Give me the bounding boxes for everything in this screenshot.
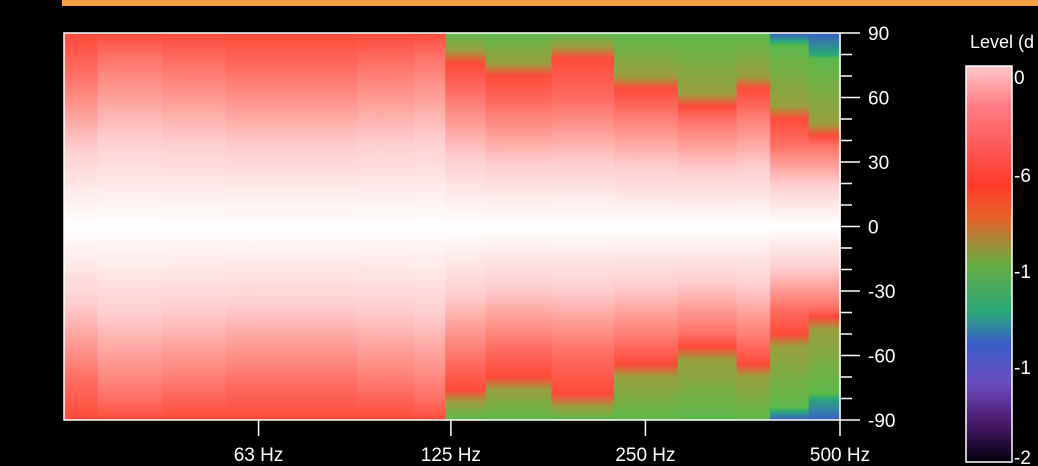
x-tick-label: 125 Hz [421, 445, 481, 466]
x-tick-label: 500 Hz [810, 445, 870, 466]
heatmap-column [614, 33, 679, 420]
heatmap-column [97, 33, 164, 420]
colorbar-tick-label: 0 [1014, 68, 1025, 89]
x-tick-label: 63 Hz [234, 445, 284, 466]
y-tick-label: 90 [868, 24, 889, 45]
heatmap-column [292, 33, 358, 420]
heatmap-area [64, 33, 841, 420]
heatmap-column [808, 33, 841, 420]
y-tick-label: -60 [868, 347, 895, 368]
y-tick-label: 30 [868, 153, 889, 174]
colorbar-tick-label: -1 [1014, 262, 1031, 283]
y-tick-label: -30 [868, 282, 895, 303]
colorbar-tick-label: -2 [1014, 448, 1031, 466]
heatmap-column [736, 33, 771, 420]
heatmap-column [162, 33, 227, 420]
x-tick-label: 250 Hz [615, 445, 675, 466]
heatmap-column [677, 33, 738, 420]
colorbar-title: Level (d [970, 32, 1034, 52]
y-tick-label: -90 [868, 411, 895, 432]
x-axis: 63 Hz 125 Hz 250 Hz 500 Hz [234, 420, 870, 466]
y-tick-label: 60 [868, 89, 889, 110]
heatmap-column [356, 33, 415, 420]
colorbar: Level (d 0 -6 -1 -1 -2 [965, 32, 1034, 466]
colorbar-tick-label: -1 [1014, 358, 1031, 379]
heatmap-column [226, 33, 293, 420]
heatmap-column [64, 33, 99, 420]
heatmap-column [551, 33, 615, 420]
y-axis: 90 60 30 0 -30 -60 -90 [840, 24, 895, 432]
heatmap-column [485, 33, 553, 420]
colorbar-ticks: 0 -6 -1 -1 -2 [1014, 68, 1031, 466]
heatmap-column [770, 33, 810, 420]
top-accent-bar [62, 0, 1038, 6]
heatmap-column [413, 33, 446, 420]
colorbar-gradient [965, 65, 1013, 463]
heatmap-column [445, 33, 487, 420]
colorbar-tick-label: -6 [1014, 166, 1031, 187]
y-tick-label: 0 [868, 218, 879, 239]
